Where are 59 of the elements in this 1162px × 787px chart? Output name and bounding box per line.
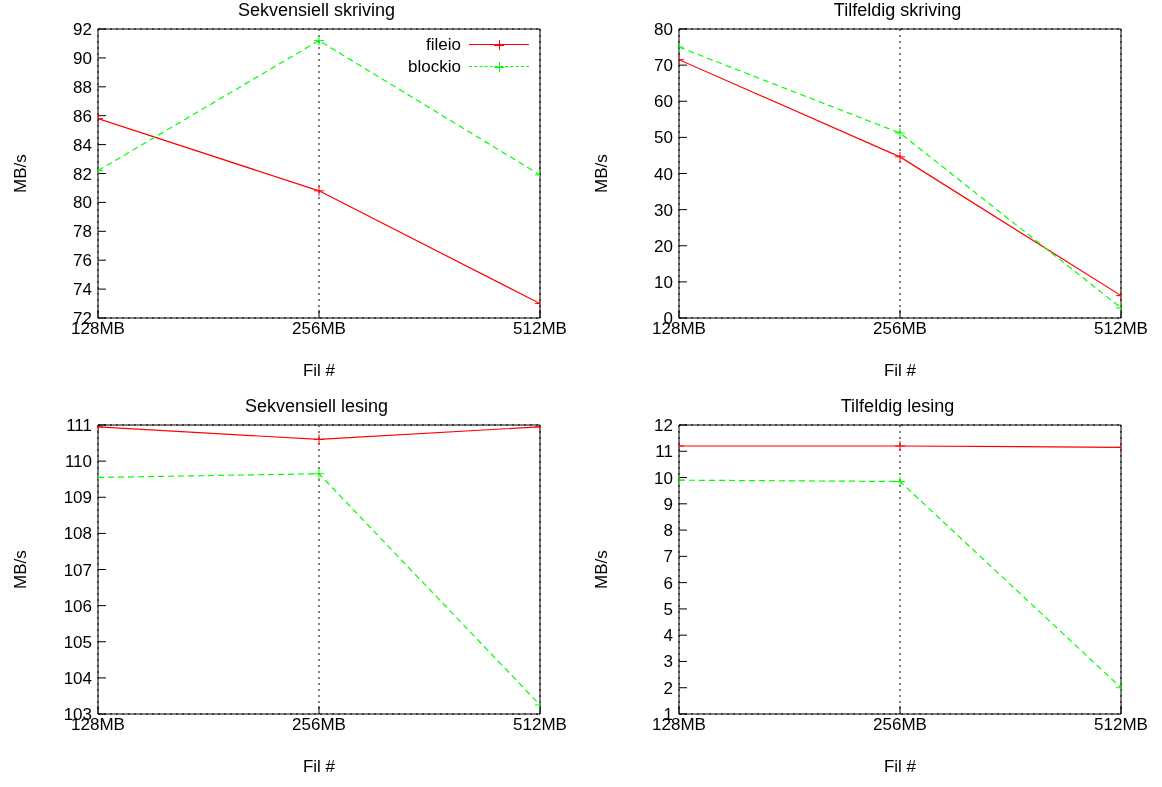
x-tick-label: 256MB [292, 715, 346, 735]
y-tick-label: 82 [73, 164, 92, 184]
y-tick-label: 111 [66, 416, 92, 436]
chart-title: Tilfeldig skriving [832, 0, 963, 22]
chart-title: Sekvensiell lesing [243, 396, 390, 418]
y-tick-label: 92 [73, 20, 92, 40]
y-tick-label: 7 [663, 547, 673, 567]
x-tick-label: 512MB [513, 715, 567, 735]
y-tick-label: 40 [654, 164, 673, 184]
y-tick-label: 11 [655, 442, 673, 462]
y-tick-label: 50 [654, 128, 673, 148]
y-tick-label: 84 [73, 135, 92, 155]
y-axis-title: MB/s [592, 154, 612, 193]
y-tick-label: 107 [63, 560, 92, 580]
y-tick-label: 104 [63, 668, 92, 688]
y-tick-label: 76 [73, 251, 92, 271]
chart-title: Tilfeldig lesing [839, 396, 956, 418]
legend-label: blockio [408, 57, 461, 77]
y-tick-label: 5 [663, 599, 673, 619]
y-tick-label: 74 [73, 280, 92, 300]
y-tick-label: 3 [663, 652, 673, 672]
y-tick-label: 60 [654, 92, 673, 112]
y-tick-label: 108 [63, 524, 92, 544]
y-axis-title: MB/s [11, 154, 31, 193]
y-tick-label: 9 [663, 494, 673, 514]
y-tick-label: 110 [64, 452, 92, 472]
y-axis-title: MB/s [592, 550, 612, 589]
chart-title: Sekvensiell skriving [236, 0, 397, 22]
y-axis-title: MB/s [11, 550, 31, 589]
y-tick-label: 12 [654, 416, 673, 436]
y-tick-label: 90 [73, 48, 92, 68]
y-tick-label: 88 [73, 77, 92, 97]
x-tick-label: 256MB [873, 319, 927, 339]
y-tick-label: 106 [63, 596, 92, 616]
x-axis-title: Fil # [302, 757, 336, 776]
y-tick-label: 80 [654, 20, 673, 40]
y-tick-label: 10 [654, 272, 673, 292]
x-axis-title: Fil # [883, 361, 917, 380]
y-tick-label: 80 [73, 193, 92, 213]
x-tick-label: 256MB [873, 715, 927, 735]
y-tick-label: 6 [663, 573, 673, 593]
x-tick-label: 256MB [292, 319, 346, 339]
y-tick-label: 10 [654, 468, 673, 488]
y-tick-label: 4 [663, 626, 673, 646]
x-axis-title: Fil # [883, 757, 917, 776]
y-tick-label: 30 [654, 200, 673, 220]
x-tick-label: 512MB [1094, 715, 1148, 735]
legend-label: fileio [426, 35, 461, 55]
y-tick-label: 86 [73, 106, 92, 126]
x-axis-title: Fil # [302, 361, 336, 380]
x-tick-label: 512MB [1094, 319, 1148, 339]
y-tick-label: 109 [63, 488, 92, 508]
y-tick-label: 78 [73, 222, 92, 242]
y-tick-label: 2 [663, 678, 673, 698]
y-tick-label: 20 [654, 236, 673, 256]
y-tick-label: 8 [663, 521, 673, 541]
x-tick-label: 512MB [513, 319, 567, 339]
y-tick-label: 105 [63, 632, 92, 652]
y-tick-label: 70 [654, 56, 673, 76]
